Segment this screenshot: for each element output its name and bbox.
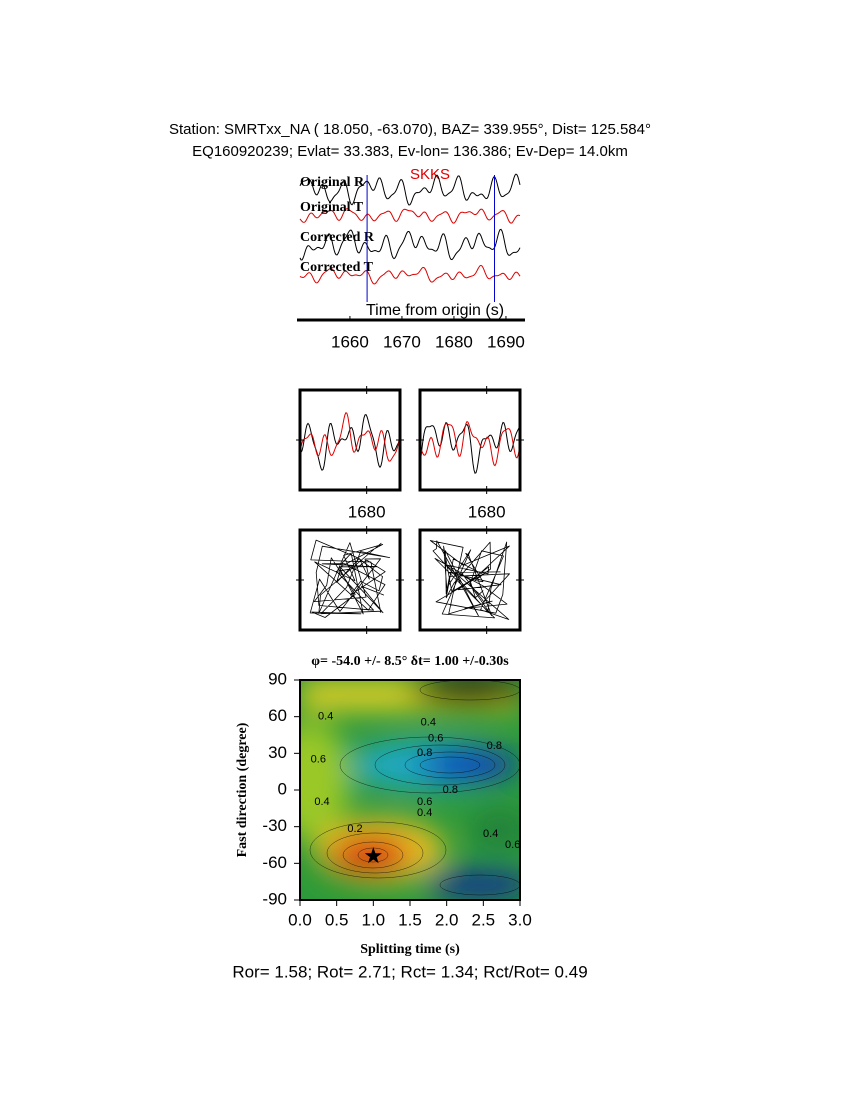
trace-label: Original T	[300, 200, 364, 215]
particle-motion	[309, 539, 391, 618]
header-line: Station: SMRTxx_NA ( 18.050, -63.070), B…	[169, 121, 651, 138]
y-tick-label: -60	[262, 853, 287, 872]
particle-motion	[429, 540, 510, 620]
misfit-map	[300, 680, 520, 900]
x-axis-label: Splitting time (s)	[360, 942, 460, 957]
contour-label: 0.4	[483, 828, 498, 840]
trace-label: Original R	[300, 175, 365, 190]
contour-label: 0.8	[487, 740, 502, 752]
contour-label: 0.8	[417, 747, 432, 759]
x-tick-label: 1680	[435, 332, 473, 351]
y-tick-label: 90	[268, 669, 287, 688]
x-tick-label: 1670	[383, 332, 421, 351]
contour-label: 0.8	[443, 784, 458, 796]
x-tick-label: 1680	[348, 502, 386, 521]
contour-label: 0.4	[417, 807, 432, 819]
x-axis-label: Time from origin (s)	[366, 302, 504, 319]
map-title: φ= -54.0 +/- 8.5° δt= 1.00 +/-0.30s	[311, 654, 509, 669]
phase-label: SKKS	[410, 166, 450, 183]
x-tick-label: 1660	[331, 332, 369, 351]
contour-label: 0.6	[417, 796, 432, 808]
x-tick-label: 0.0	[288, 910, 312, 929]
trace-label: Corrected T	[300, 260, 374, 275]
y-tick-label: -90	[262, 889, 287, 908]
waveform	[299, 411, 401, 462]
x-tick-label: 0.5	[325, 910, 349, 929]
contour-label: 0.4	[314, 796, 329, 808]
y-tick-label: 30	[268, 743, 287, 762]
contour-label: 0.6	[428, 733, 443, 745]
contour-label: 0.4	[318, 711, 333, 723]
x-tick-label: 3.0	[508, 910, 532, 929]
y-axis-label: Fast direction (degree)	[235, 722, 250, 857]
x-tick-label: 1680	[468, 502, 506, 521]
best-fit-star	[364, 847, 382, 864]
x-tick-label: 1.0	[362, 910, 386, 929]
x-tick-label: 1690	[487, 332, 525, 351]
contour-label: 0.6	[311, 753, 326, 765]
contour-label: 0.6	[505, 839, 520, 851]
y-tick-label: -30	[262, 816, 287, 835]
y-tick-label: 0	[278, 779, 287, 798]
header-line: EQ160920239; Evlat= 33.383, Ev-lon= 136.…	[192, 143, 628, 160]
trace	[299, 264, 521, 285]
contour-label: 0.4	[421, 717, 436, 729]
footer: Ror= 1.58; Rot= 2.71; Rct= 1.34; Rct/Rot…	[232, 962, 587, 981]
x-tick-label: 2.0	[435, 910, 459, 929]
x-tick-label: 1.5	[398, 910, 422, 929]
trace	[299, 228, 521, 261]
y-tick-label: 60	[268, 706, 287, 725]
x-tick-label: 2.5	[472, 910, 496, 929]
trace	[299, 208, 521, 224]
waveform	[419, 421, 521, 474]
contour-label: 0.2	[347, 823, 362, 835]
waveform	[419, 420, 521, 467]
trace	[299, 173, 521, 206]
trace-label: Corrected R	[300, 230, 375, 245]
